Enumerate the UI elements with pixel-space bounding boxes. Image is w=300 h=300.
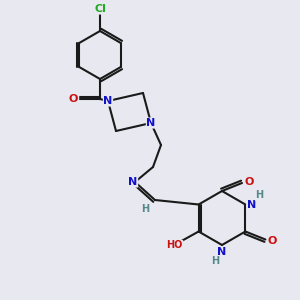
Text: O: O <box>268 236 277 245</box>
Text: H: H <box>141 204 149 214</box>
Text: N: N <box>218 247 226 257</box>
Text: N: N <box>247 200 256 209</box>
Text: N: N <box>146 118 156 128</box>
Text: H: H <box>211 256 219 266</box>
Text: HO: HO <box>167 241 183 250</box>
Text: N: N <box>128 177 138 187</box>
Text: O: O <box>244 177 254 187</box>
Text: N: N <box>103 96 112 106</box>
Text: Cl: Cl <box>94 4 106 14</box>
Text: H: H <box>255 190 263 200</box>
Text: O: O <box>68 94 78 104</box>
